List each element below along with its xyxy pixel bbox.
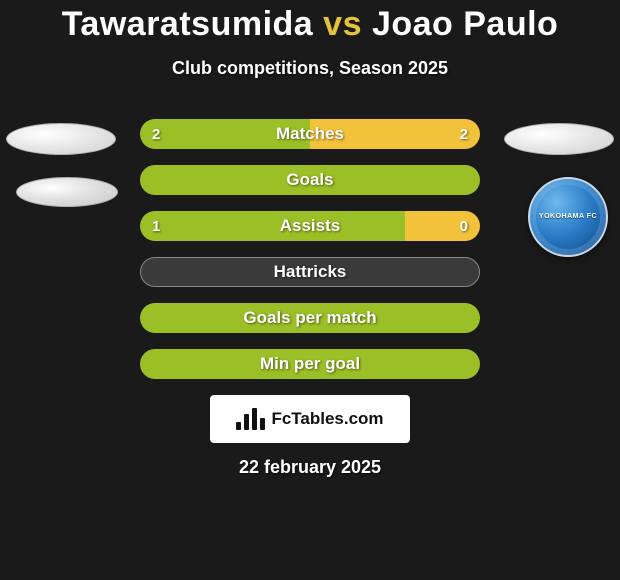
stat-row: Goals per match: [140, 303, 480, 333]
stat-row: Assists10: [140, 211, 480, 241]
stat-segment-right: [405, 211, 480, 241]
right-club-badge: YOKOHAMA FC: [528, 177, 608, 257]
club-badge-text: YOKOHAMA FC: [539, 213, 597, 221]
comparison-chart: YOKOHAMA FC Matches22 Goals Assists10 Hattr…: [0, 119, 620, 379]
title-vs: vs: [323, 5, 362, 43]
left-player-badge-2: [16, 177, 118, 207]
left-player-badge-1: [6, 123, 116, 155]
title-player1: Tawaratsumida: [62, 5, 314, 43]
stat-segment-left: [140, 211, 405, 241]
stat-segment-left: [140, 349, 480, 379]
stat-row: Goals: [140, 165, 480, 195]
right-player-badge-1: [504, 123, 614, 155]
stat-label: Hattricks: [141, 258, 479, 286]
branding-text: FcTables.com: [271, 409, 383, 429]
page-title: Tawaratsumida vs Joao Paulo: [0, 5, 620, 44]
stat-segment-right: [310, 119, 480, 149]
stat-row: Hattricks: [140, 257, 480, 287]
title-player2: Joao Paulo: [372, 5, 558, 43]
branding-logo-icon: [236, 408, 265, 430]
infographic-container: Tawaratsumida vs Joao Paulo Club competi…: [0, 0, 620, 580]
stat-row: Matches22: [140, 119, 480, 149]
subtitle: Club competitions, Season 2025: [0, 58, 620, 79]
stat-segment-left: [140, 165, 480, 195]
stat-segment-left: [140, 119, 310, 149]
stat-segment-left: [140, 303, 480, 333]
stat-bars: Matches22 Goals Assists10 Hattricks Goals pe…: [140, 119, 480, 379]
stat-row: Min per goal: [140, 349, 480, 379]
branding-box: FcTables.com: [210, 395, 410, 443]
footer-date: 22 february 2025: [0, 457, 620, 478]
